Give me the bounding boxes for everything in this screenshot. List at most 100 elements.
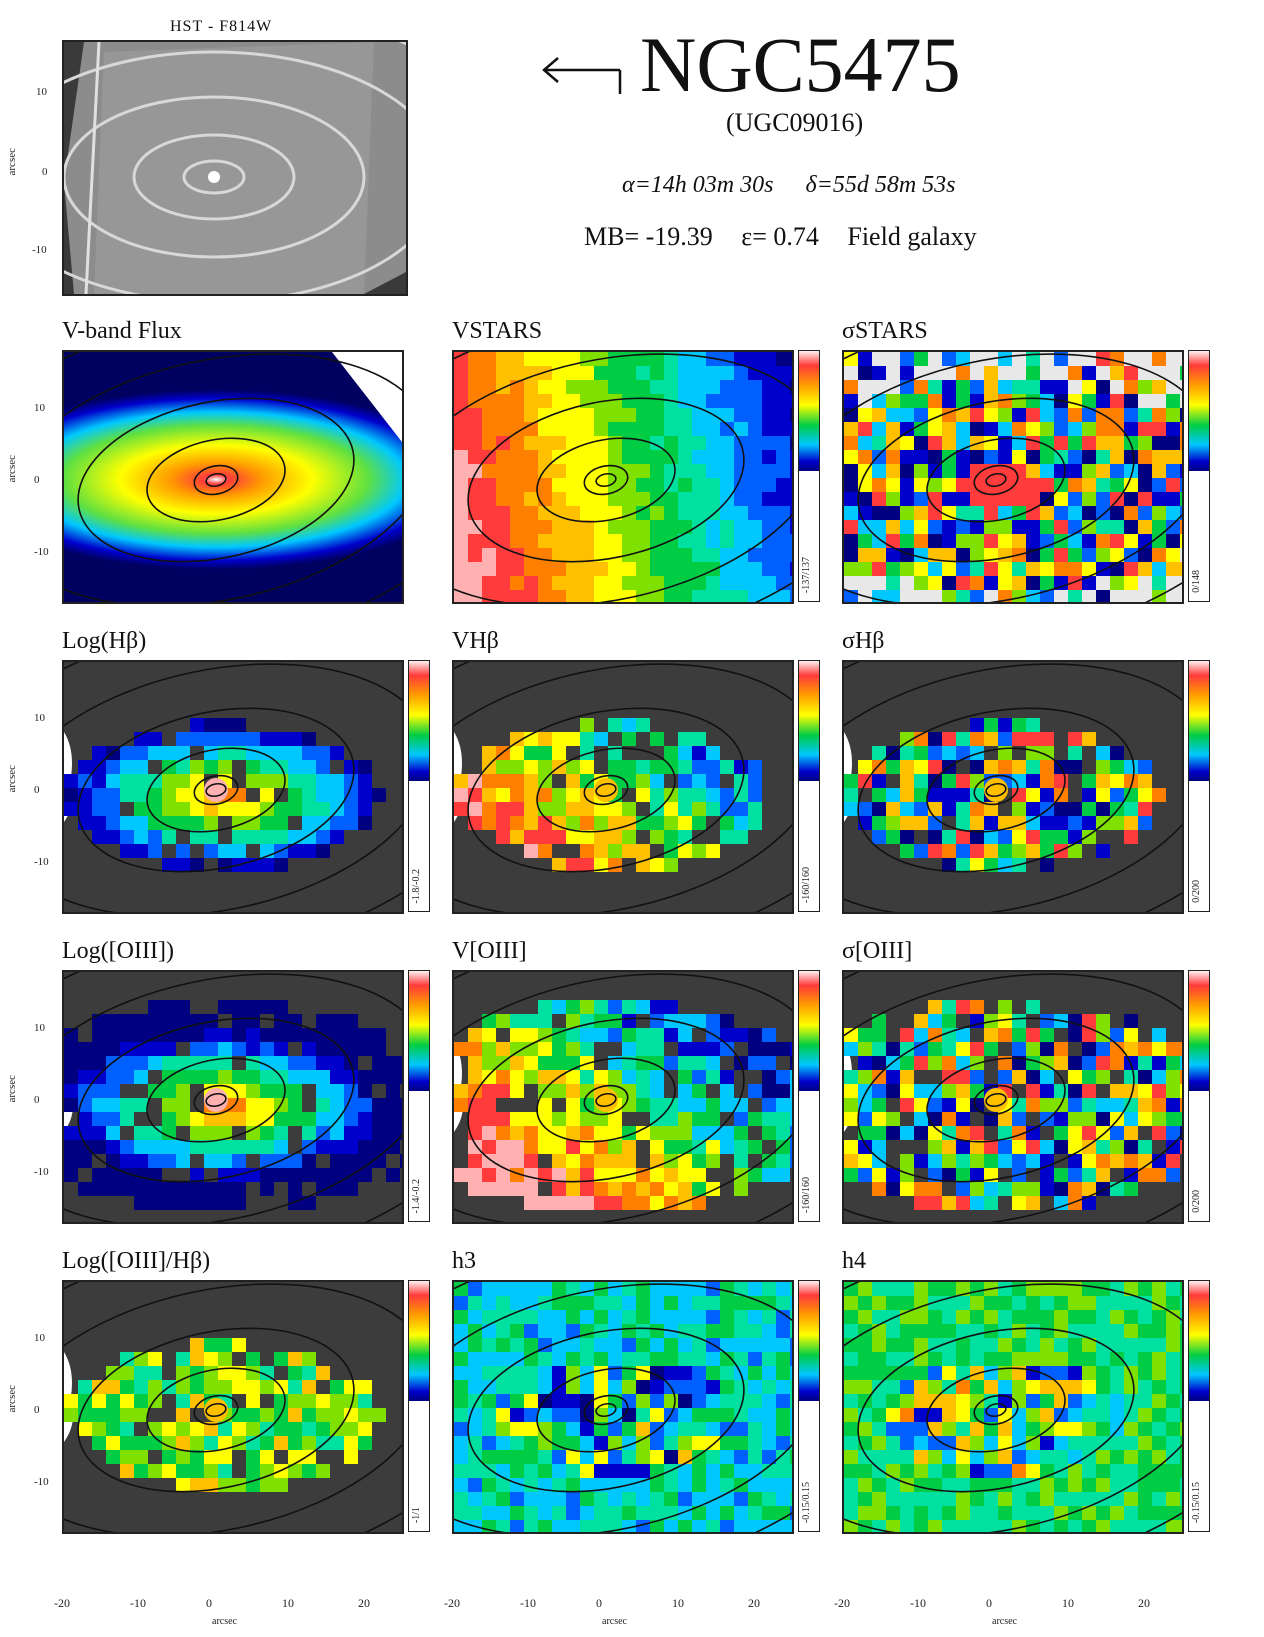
panel-title: σSTARS: [842, 318, 928, 344]
panel-title: V-band Flux: [62, 318, 182, 344]
y-tick-label: 0: [34, 784, 40, 796]
panel-title: V[OIII]: [452, 938, 527, 964]
colorbar: 0/200: [1188, 660, 1210, 912]
map-panel: [62, 970, 404, 1224]
panel-title: Log([OIII]): [62, 938, 174, 964]
map-image: [844, 352, 1182, 602]
x-tick-label: 0: [596, 1596, 602, 1610]
y-tick-label: -10: [34, 1476, 49, 1488]
x-axis-label: arcsec: [212, 1616, 237, 1627]
colorbar: 0/148: [1188, 350, 1210, 602]
x-tick-label: 10: [1062, 1596, 1074, 1610]
x-tick-label: -20: [54, 1596, 70, 1610]
ellipticity: ε= 0.74: [741, 222, 819, 251]
colorbar-range: -1/1: [411, 1506, 422, 1523]
y-axis-label: arcsec: [6, 1075, 18, 1103]
colorbar-range: -1.4/-0.2: [411, 1178, 422, 1213]
x-tick-label: 10: [672, 1596, 684, 1610]
panel-title: VSTARS: [452, 318, 543, 344]
map-image: [454, 972, 792, 1222]
y-tick-label: 10: [34, 402, 45, 414]
map-image: [64, 972, 402, 1222]
colorbar-range: -1.8/-0.2: [411, 868, 422, 903]
map-image: [64, 352, 402, 602]
panel-title: σ[OIII]: [842, 938, 913, 964]
coordinates: α=14h 03m 30s δ=55d 58m 53s: [622, 172, 956, 199]
absolute-magnitude: MB= -19.39: [584, 222, 713, 251]
panel-title: VHβ: [452, 628, 499, 654]
map-panel: [452, 660, 794, 914]
x-tick-label: 0: [206, 1596, 212, 1610]
map-image: [64, 662, 402, 912]
map-image: [454, 662, 792, 912]
map-image: [64, 1282, 402, 1532]
map-panel: [452, 1280, 794, 1534]
colorbar-gradient: [1189, 351, 1209, 471]
colorbar-gradient: [1189, 1281, 1209, 1401]
map-panel: [842, 970, 1184, 1224]
map-panel: [62, 1280, 404, 1534]
map-image: [454, 1282, 792, 1532]
colorbar: -160/160: [798, 970, 820, 1222]
map-panel: [62, 660, 404, 914]
colorbar: -1/1: [408, 1280, 430, 1532]
x-tick-label: -10: [130, 1596, 146, 1610]
y-tick-label: -10: [34, 856, 49, 868]
hst-panel-title: HST - F814W: [170, 18, 273, 35]
colorbar: -0.15/0.15: [798, 1280, 820, 1532]
x-tick-label: -10: [910, 1596, 926, 1610]
map-panel: [842, 1280, 1184, 1534]
map-panel: [62, 350, 404, 604]
colorbar: -160/160: [798, 660, 820, 912]
map-panel: [452, 350, 794, 604]
colorbar-range: 0/200: [1191, 1190, 1202, 1213]
colorbar-range: -0.15/0.15: [1191, 1481, 1202, 1523]
map-panel: [842, 660, 1184, 914]
x-tick-label: 10: [282, 1596, 294, 1610]
x-tick-label: 20: [1138, 1596, 1150, 1610]
x-tick-label: -20: [444, 1596, 460, 1610]
colorbar: -1.8/-0.2: [408, 660, 430, 912]
right-ascension: α=14h 03m 30s: [622, 172, 774, 198]
panel-title: h3: [452, 1248, 476, 1274]
colorbar: 0/200: [1188, 970, 1210, 1222]
panel-title: Log([OIII]/Hβ): [62, 1248, 211, 1274]
colorbar: -137/137: [798, 350, 820, 602]
colorbar-range: -137/137: [801, 556, 812, 593]
map-image: [844, 1282, 1182, 1532]
colorbar: -1.4/-0.2: [408, 970, 430, 1222]
galaxy-alt-name: (UGC09016): [726, 108, 864, 137]
galaxy-properties: MB= -19.39 ε= 0.74 Field galaxy: [584, 222, 999, 252]
x-tick-label: -10: [520, 1596, 536, 1610]
x-tick-label: 20: [748, 1596, 760, 1610]
colorbar-range: 0/200: [1191, 880, 1202, 903]
hst-y-tick: 0: [42, 166, 48, 178]
colorbar-gradient: [409, 661, 429, 781]
x-tick-label: -20: [834, 1596, 850, 1610]
map-image: [844, 972, 1182, 1222]
y-tick-label: 0: [34, 474, 40, 486]
y-tick-label: 10: [34, 712, 45, 724]
y-tick-label: -10: [34, 546, 49, 558]
y-tick-label: 10: [34, 1022, 45, 1034]
colorbar-gradient: [799, 351, 819, 471]
hst-image: [62, 40, 408, 296]
colorbar-range: 0/148: [1191, 570, 1202, 593]
hst-y-tick: 10: [36, 86, 47, 98]
colorbar-gradient: [409, 971, 429, 1091]
map-image: [844, 662, 1182, 912]
y-axis-label: arcsec: [6, 765, 18, 793]
y-tick-label: 0: [34, 1094, 40, 1106]
colorbar-range: -160/160: [801, 866, 812, 903]
hst-y-axis-label: arcsec: [6, 148, 18, 176]
colorbar-gradient: [799, 661, 819, 781]
map-panel: [842, 350, 1184, 604]
y-tick-label: 0: [34, 1404, 40, 1416]
colorbar-range: -0.15/0.15: [801, 1481, 812, 1523]
environment: Field galaxy: [847, 222, 977, 251]
y-tick-label: 10: [34, 1332, 45, 1344]
hst-image-svg: [64, 42, 406, 294]
hst-y-tick: -10: [32, 244, 47, 256]
colorbar: -0.15/0.15: [1188, 1280, 1210, 1532]
x-tick-label: 20: [358, 1596, 370, 1610]
